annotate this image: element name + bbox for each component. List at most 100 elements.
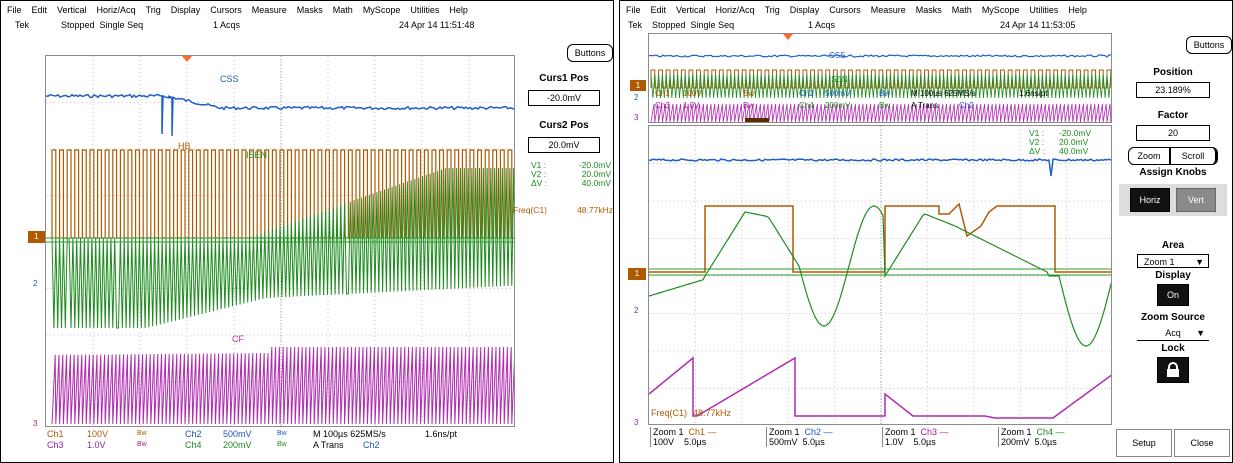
close-button[interactable]: Close bbox=[1174, 429, 1230, 457]
menu-edit[interactable]: Edit bbox=[31, 5, 48, 15]
overview-ch2-marker: 2 bbox=[634, 93, 639, 102]
chevron-down-icon: ▼ bbox=[1196, 328, 1205, 338]
menu-file[interactable]: File bbox=[7, 5, 22, 15]
vert-knob-button[interactable]: Vert bbox=[1176, 188, 1216, 212]
zoom-graticule: V1 : -20.0mV V2 : 20.0mV ΔV : 40.0mV Freq(C… bbox=[648, 125, 1112, 425]
freq-readout: Freq(C1) 48.77kHz bbox=[513, 205, 613, 215]
curs2-title: Curs2 Pos bbox=[539, 120, 589, 131]
zoom-freq-label: Freq(C1) bbox=[651, 408, 687, 418]
menu-help[interactable]: Help bbox=[449, 5, 468, 15]
zoom-cf-trace bbox=[649, 356, 1111, 419]
svg-text:Ch2: Ch2 bbox=[799, 89, 814, 98]
menu-cursors[interactable]: Cursors bbox=[210, 5, 242, 15]
menu-file[interactable]: File bbox=[626, 5, 641, 15]
zoom-source-select[interactable]: Acq ▼ bbox=[1137, 326, 1209, 341]
tab-scroll[interactable]: Scroll bbox=[1170, 147, 1218, 165]
horiz-knob-button[interactable]: Horiz bbox=[1130, 188, 1170, 212]
svg-text:Bw: Bw bbox=[743, 101, 754, 110]
menu-cursors[interactable]: Cursors bbox=[829, 5, 861, 15]
menu-horiz-acq[interactable]: Horiz/Acq bbox=[715, 5, 755, 15]
area-title: Area bbox=[1161, 240, 1185, 251]
factor-field[interactable]: 20 bbox=[1136, 125, 1210, 141]
menu-display[interactable]: Display bbox=[789, 5, 820, 15]
overview-waveform: CSS ISEN Ch1 100V Bw Ch3 1.0V Bw Ch2 500… bbox=[649, 34, 1111, 122]
hb-trace bbox=[51, 149, 514, 239]
menu-utilities[interactable]: Utilities bbox=[1029, 5, 1059, 15]
area-select[interactable]: Zoom 1 ▼ bbox=[1137, 254, 1209, 268]
menu-display[interactable]: Display bbox=[170, 5, 201, 15]
menu-trig[interactable]: Trig bbox=[145, 5, 161, 15]
overview-channel-readout: Ch1 100V Bw Ch3 1.0V Bw Ch2 500mV Bw Ch4… bbox=[655, 89, 1048, 110]
zoom-source-title: Zoom Source bbox=[1141, 312, 1205, 323]
menu-masks[interactable]: Masks bbox=[915, 5, 942, 15]
lock-title: Lock bbox=[1161, 343, 1185, 354]
ch3-ground-marker: 3 bbox=[33, 419, 38, 428]
acq-state: Stopped Single Seq bbox=[652, 20, 735, 30]
chevron-down-icon: ▼ bbox=[1195, 257, 1204, 267]
zoom-ch2-marker: 2 bbox=[634, 306, 639, 315]
menu-horiz-acq[interactable]: Horiz/Acq bbox=[96, 5, 136, 15]
assign-knobs-title: Assign Knobs bbox=[1139, 167, 1207, 178]
menu-help[interactable]: Help bbox=[1068, 5, 1087, 15]
overview-graticule: CSS ISEN Ch1 100V Bw Ch3 1.0V Bw Ch2 500… bbox=[648, 33, 1112, 123]
zoom-readout-ch2: Zoom 1 Ch2 — 500mV 5.0µs bbox=[766, 427, 879, 447]
hb-label: HB bbox=[178, 141, 191, 151]
curs2-pos-field[interactable]: 20.0mV bbox=[528, 137, 600, 153]
brand-label: Tek bbox=[628, 20, 643, 30]
zoom-hb-trace bbox=[649, 202, 1111, 273]
menu-edit[interactable]: Edit bbox=[650, 5, 667, 15]
setup-button[interactable]: Setup bbox=[1116, 429, 1172, 457]
menu-vertical[interactable]: Vertical bbox=[57, 5, 87, 15]
menu-myscope[interactable]: MyScope bbox=[362, 5, 401, 15]
cursor-side-panel: Curs1 Pos -20.0mV Curs2 Pos 20.0mV bbox=[516, 73, 612, 153]
acq-count: 1 Acqs bbox=[808, 20, 836, 30]
svg-text:A Trans: A Trans bbox=[911, 101, 938, 110]
svg-text:ΔV :: ΔV : bbox=[1029, 146, 1045, 156]
overview-css-label: CSS bbox=[829, 51, 845, 60]
buttons-button[interactable]: Buttons bbox=[1186, 36, 1232, 54]
lock-button[interactable] bbox=[1157, 357, 1189, 383]
menu-math[interactable]: Math bbox=[332, 5, 353, 15]
ch2-ground-marker: 2 bbox=[33, 279, 38, 288]
menu-trig[interactable]: Trig bbox=[764, 5, 780, 15]
svg-text:Ch3: Ch3 bbox=[655, 101, 670, 110]
overview-css-trace bbox=[649, 54, 1111, 58]
menu-myscope[interactable]: MyScope bbox=[981, 5, 1020, 15]
curs1-pos-field[interactable]: -20.0mV bbox=[528, 90, 600, 106]
assign-knobs-group: Horiz Vert bbox=[1119, 184, 1227, 216]
zoom-freq-value: 48.77kHz bbox=[693, 408, 732, 418]
svg-text:V2 :: V2 : bbox=[1029, 137, 1044, 147]
zoom-ch1-marker: 1 bbox=[628, 268, 646, 280]
svg-text:1.0V: 1.0V bbox=[683, 101, 700, 110]
zoom-css-trace bbox=[649, 158, 1111, 177]
svg-text:500mV: 500mV bbox=[825, 89, 851, 98]
menu-measure[interactable]: Measure bbox=[870, 5, 906, 15]
zoom-readout-ch1: Zoom 1 Ch1 — 100V 5.0µs bbox=[650, 427, 763, 447]
tab-zoom[interactable]: Zoom bbox=[1128, 147, 1170, 165]
left-graticule: CSS HB ISEN CF bbox=[45, 55, 515, 427]
menu-utilities[interactable]: Utilities bbox=[410, 5, 440, 15]
css-label: CSS bbox=[220, 74, 239, 84]
menu-math[interactable]: Math bbox=[951, 5, 972, 15]
zoom-waveform-display: V1 : -20.0mV V2 : 20.0mV ΔV : 40.0mV Freq(C… bbox=[649, 126, 1111, 424]
isen-trace bbox=[51, 167, 514, 329]
zoom-scroll-tabs: Zoom Scroll bbox=[1116, 147, 1230, 165]
zoom-ch3-marker: 3 bbox=[634, 418, 639, 427]
menu-measure[interactable]: Measure bbox=[251, 5, 287, 15]
svg-text:M 100µs 625MS/s: M 100µs 625MS/s bbox=[911, 89, 976, 98]
svg-text:Bw: Bw bbox=[879, 89, 890, 98]
css-trace bbox=[46, 93, 514, 137]
buttons-button[interactable]: Buttons bbox=[567, 44, 613, 62]
cf-trace bbox=[51, 346, 514, 425]
svg-text:Ch1: Ch1 bbox=[655, 89, 670, 98]
position-field[interactable]: 23.189% bbox=[1136, 82, 1210, 98]
zoom-channel-readout: Zoom 1 Ch1 — 100V 5.0µs Zoom 1 Ch2 — 500… bbox=[648, 427, 1118, 457]
left-channel-readout: Ch1 100V Bw Ch3 1.0V Bw Ch2 500mV Bw Ch4… bbox=[47, 429, 458, 450]
display-toggle[interactable]: On bbox=[1157, 284, 1189, 306]
brand-label: Tek bbox=[15, 20, 30, 30]
svg-text:40.0mV: 40.0mV bbox=[1059, 146, 1089, 156]
menu-masks[interactable]: Masks bbox=[296, 5, 323, 15]
overview-ch3-marker: 3 bbox=[634, 113, 639, 122]
svg-text:100V: 100V bbox=[683, 89, 702, 98]
menu-vertical[interactable]: Vertical bbox=[676, 5, 706, 15]
